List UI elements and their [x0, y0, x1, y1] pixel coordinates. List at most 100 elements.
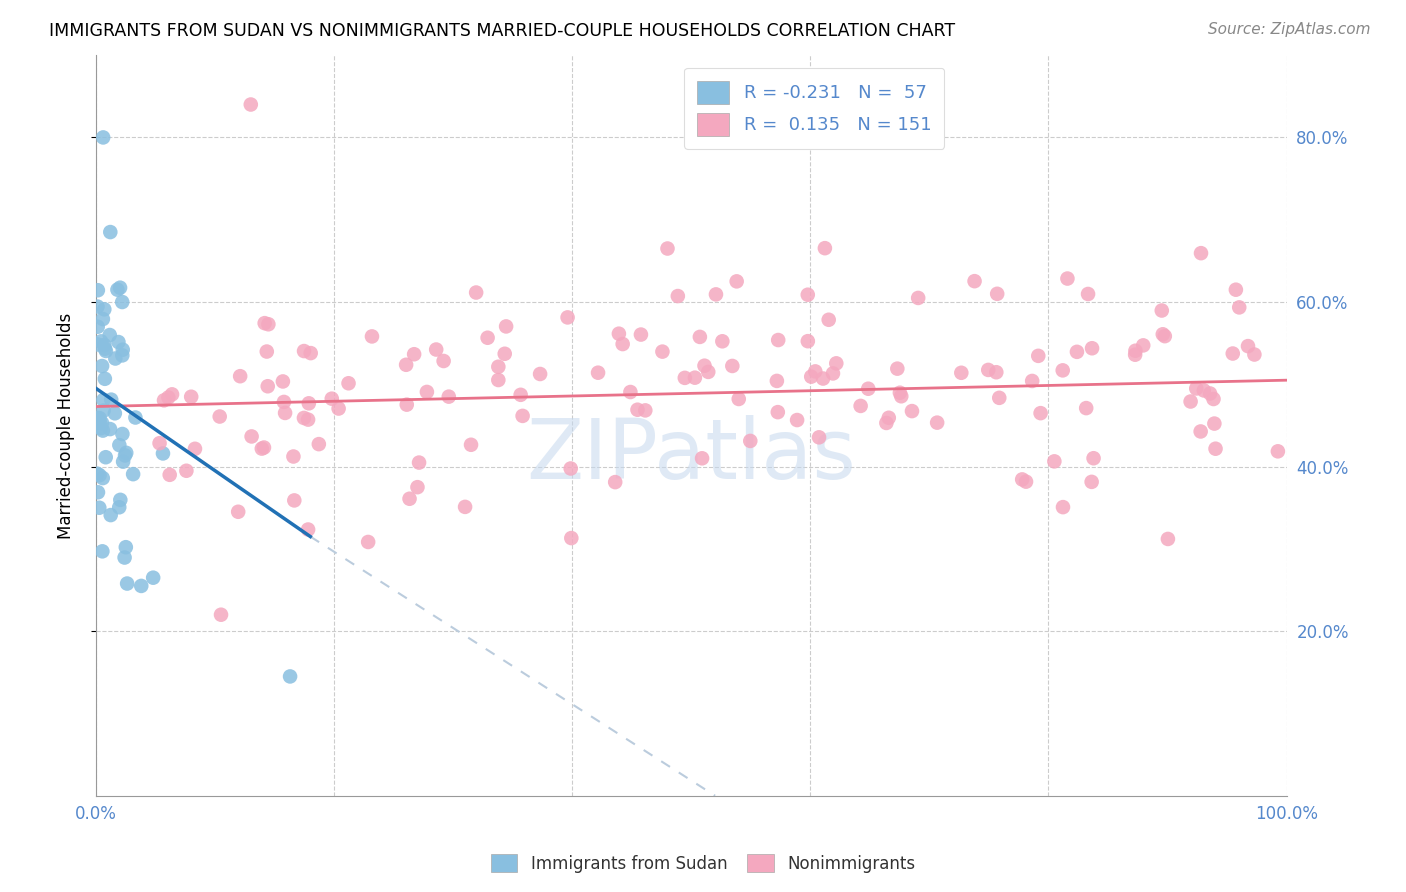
Point — [786, 413, 808, 427]
Point — [607, 326, 630, 341]
Point — [1202, 392, 1225, 406]
Point — [91, 130, 114, 145]
Point — [1153, 329, 1175, 343]
Point — [877, 410, 900, 425]
Point — [94, 342, 117, 356]
Point — [486, 373, 509, 387]
Point — [91, 544, 114, 558]
Point — [1083, 451, 1105, 466]
Point — [666, 289, 689, 303]
Point — [114, 449, 136, 463]
Point — [114, 550, 136, 565]
Point — [1076, 401, 1098, 416]
Point — [93, 338, 115, 352]
Point — [512, 409, 534, 423]
Point — [1157, 532, 1180, 546]
Point — [1152, 327, 1174, 342]
Point — [142, 571, 165, 585]
Point — [560, 531, 582, 545]
Point — [253, 441, 276, 455]
Point — [107, 283, 129, 297]
Point — [104, 351, 127, 366]
Point — [239, 97, 262, 112]
Point — [460, 438, 482, 452]
Legend: R = -0.231   N =  57, R =  0.135   N = 151: R = -0.231 N = 57, R = 0.135 N = 151 — [685, 68, 945, 149]
Point — [486, 359, 509, 374]
Point — [690, 451, 713, 466]
Point — [1029, 406, 1052, 420]
Point — [1227, 301, 1250, 315]
Point — [821, 367, 844, 381]
Point — [308, 437, 330, 451]
Point — [406, 480, 429, 494]
Point — [1043, 454, 1066, 468]
Point — [626, 402, 648, 417]
Point — [1081, 341, 1104, 355]
Point — [250, 442, 273, 456]
Point — [1056, 271, 1078, 285]
Point — [901, 404, 924, 418]
Point — [94, 343, 117, 358]
Point — [927, 416, 949, 430]
Point — [1243, 347, 1265, 361]
Point — [1066, 344, 1088, 359]
Point — [907, 291, 929, 305]
Point — [91, 424, 114, 438]
Point — [114, 540, 136, 554]
Point — [1080, 475, 1102, 489]
Point — [1052, 363, 1074, 377]
Point — [110, 492, 132, 507]
Point — [98, 422, 121, 436]
Point — [986, 286, 1008, 301]
Point — [361, 329, 384, 343]
Point — [108, 438, 131, 452]
Point — [93, 403, 115, 417]
Point — [689, 330, 711, 344]
Point — [90, 334, 112, 349]
Point — [100, 508, 122, 522]
Point — [1189, 246, 1212, 260]
Point — [271, 375, 294, 389]
Point — [1225, 283, 1247, 297]
Point — [111, 348, 134, 362]
Point — [605, 475, 627, 489]
Point — [465, 285, 488, 300]
Point — [727, 392, 749, 406]
Point — [86, 410, 108, 425]
Point — [100, 392, 122, 407]
Point — [90, 421, 112, 435]
Point — [124, 410, 146, 425]
Point — [328, 401, 350, 416]
Point — [814, 241, 837, 255]
Point — [766, 405, 789, 419]
Point — [240, 429, 263, 443]
Point — [160, 387, 183, 401]
Legend: Immigrants from Sudan, Nonimmigrants: Immigrants from Sudan, Nonimmigrants — [484, 847, 922, 880]
Point — [1132, 338, 1154, 352]
Point — [395, 398, 418, 412]
Point — [651, 344, 673, 359]
Point — [804, 364, 827, 378]
Point — [725, 274, 748, 288]
Point — [256, 379, 278, 393]
Point — [86, 337, 108, 351]
Text: IMMIGRANTS FROM SUDAN VS NONIMMIGRANTS MARRIED-COUPLE HOUSEHOLDS CORRELATION CHA: IMMIGRANTS FROM SUDAN VS NONIMMIGRANTS M… — [49, 22, 955, 40]
Point — [889, 385, 911, 400]
Point — [111, 427, 134, 442]
Point — [875, 416, 897, 430]
Point — [404, 347, 426, 361]
Point — [811, 371, 834, 385]
Y-axis label: Married-couple Households: Married-couple Households — [58, 312, 75, 539]
Point — [408, 456, 430, 470]
Point — [612, 337, 634, 351]
Point — [89, 468, 111, 483]
Point — [108, 500, 131, 515]
Point — [148, 436, 170, 450]
Point — [619, 384, 641, 399]
Point — [292, 344, 315, 359]
Point — [477, 331, 499, 345]
Point — [560, 461, 582, 475]
Point — [1199, 386, 1222, 401]
Point — [849, 399, 872, 413]
Point — [711, 334, 734, 349]
